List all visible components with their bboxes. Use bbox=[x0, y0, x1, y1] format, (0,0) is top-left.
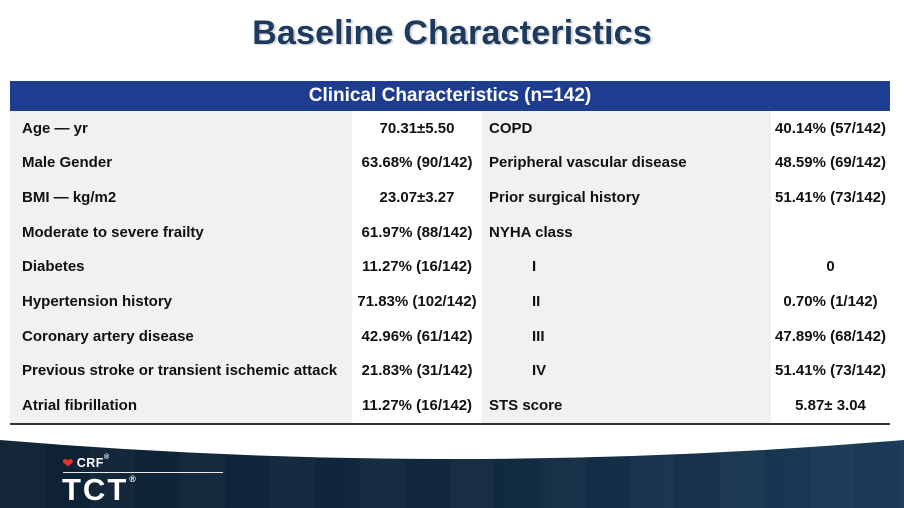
table-header: Clinical Characteristics (n=142) bbox=[10, 81, 890, 111]
table-bottom-border bbox=[10, 423, 890, 425]
table-row: Atrial fibrillation 11.27% (16/142) STS sc… bbox=[10, 388, 890, 423]
crf-logo-text: CRF® bbox=[76, 453, 110, 470]
row-label-right: STS score bbox=[482, 388, 771, 423]
row-value-right: 51.41% (73/142) bbox=[771, 353, 890, 389]
registered-mark: ® bbox=[129, 474, 136, 484]
row-value-left: 23.07±3.27 bbox=[352, 180, 482, 215]
row-label-right: Peripheral vascular disease bbox=[482, 145, 771, 181]
row-value-left: 63.68% (90/142) bbox=[352, 145, 482, 181]
row-label-left: Male Gender bbox=[10, 145, 352, 181]
clinical-characteristics-table: Clinical Characteristics (n=142) Age — y… bbox=[10, 81, 890, 425]
row-value-left: 70.31±5.50 bbox=[352, 111, 482, 146]
row-value-right bbox=[771, 215, 890, 250]
table-row: Diabetes 11.27% (16/142) I 0 bbox=[10, 249, 890, 285]
row-label-right: II bbox=[482, 284, 771, 319]
row-value-right: 51.41% (73/142) bbox=[771, 180, 890, 215]
row-value-left: 71.83% (102/142) bbox=[352, 284, 482, 319]
row-label-left: Diabetes bbox=[10, 249, 352, 285]
table-row: Coronary artery disease 42.96% (61/142) II… bbox=[10, 319, 890, 354]
table-body: Age — yr 70.31±5.50 COPD 40.14% (57/142) Mal… bbox=[10, 111, 890, 423]
table-row: Previous stroke or transient ischemic at… bbox=[10, 353, 890, 389]
logo-divider bbox=[63, 472, 223, 473]
table-row: Hypertension history 71.83% (102/142) II 0.… bbox=[10, 284, 890, 319]
row-label-left: Coronary artery disease bbox=[10, 319, 352, 354]
heart-icon: ❤ bbox=[62, 455, 74, 471]
row-label-right: COPD bbox=[482, 111, 771, 146]
row-value-right: 47.89% (68/142) bbox=[771, 319, 890, 354]
tct-logo-text: TCT bbox=[62, 472, 129, 507]
crf-logo-row: ❤ CRF® bbox=[62, 453, 223, 471]
table-row: Age — yr 70.31±5.50 COPD 40.14% (57/142) bbox=[10, 111, 890, 146]
row-value-right: 48.59% (69/142) bbox=[771, 145, 890, 181]
table-row: Moderate to severe frailty 61.97% (88/142… bbox=[10, 215, 890, 250]
row-label-left: BMI — kg/m2 bbox=[10, 180, 352, 215]
row-value-left: 61.97% (88/142) bbox=[352, 215, 482, 250]
page-title: Baseline Characteristics bbox=[252, 14, 652, 52]
row-value-left: 11.27% (16/142) bbox=[352, 388, 482, 423]
row-label-right: IV bbox=[482, 353, 771, 389]
row-label-right: I bbox=[482, 249, 771, 285]
row-label-right: Prior surgical history bbox=[482, 180, 771, 215]
row-value-left: 42.96% (61/142) bbox=[352, 319, 482, 354]
row-label-right: NYHA class bbox=[482, 215, 771, 250]
row-value-right: 5.87± 3.04 bbox=[771, 388, 890, 423]
row-label-left: Age — yr bbox=[10, 111, 352, 146]
table-row: BMI — kg/m2 23.07±3.27 Prior surgical hist… bbox=[10, 180, 890, 215]
registered-mark: ® bbox=[103, 453, 110, 461]
row-label-right: III bbox=[482, 319, 771, 354]
row-value-right: 0 bbox=[771, 249, 890, 285]
table-row: Male Gender 63.68% (90/142) Peripheral vas… bbox=[10, 145, 890, 181]
footer-wave bbox=[0, 440, 904, 508]
row-label-left: Previous stroke or transient ischemic at… bbox=[10, 353, 352, 389]
row-value-left: 11.27% (16/142) bbox=[352, 249, 482, 285]
row-value-right: 40.14% (57/142) bbox=[771, 111, 890, 146]
row-label-left: Atrial fibrillation bbox=[10, 388, 352, 423]
row-label-left: Hypertension history bbox=[10, 284, 352, 319]
row-value-right: 0.70% (1/142) bbox=[771, 284, 890, 319]
tct-logo-row: TCT ® bbox=[62, 474, 223, 505]
crf-tct-logo: ❤ CRF® TCT ® bbox=[62, 453, 223, 505]
row-label-left: Moderate to severe frailty bbox=[10, 215, 352, 250]
row-value-left: 21.83% (31/142) bbox=[352, 353, 482, 389]
